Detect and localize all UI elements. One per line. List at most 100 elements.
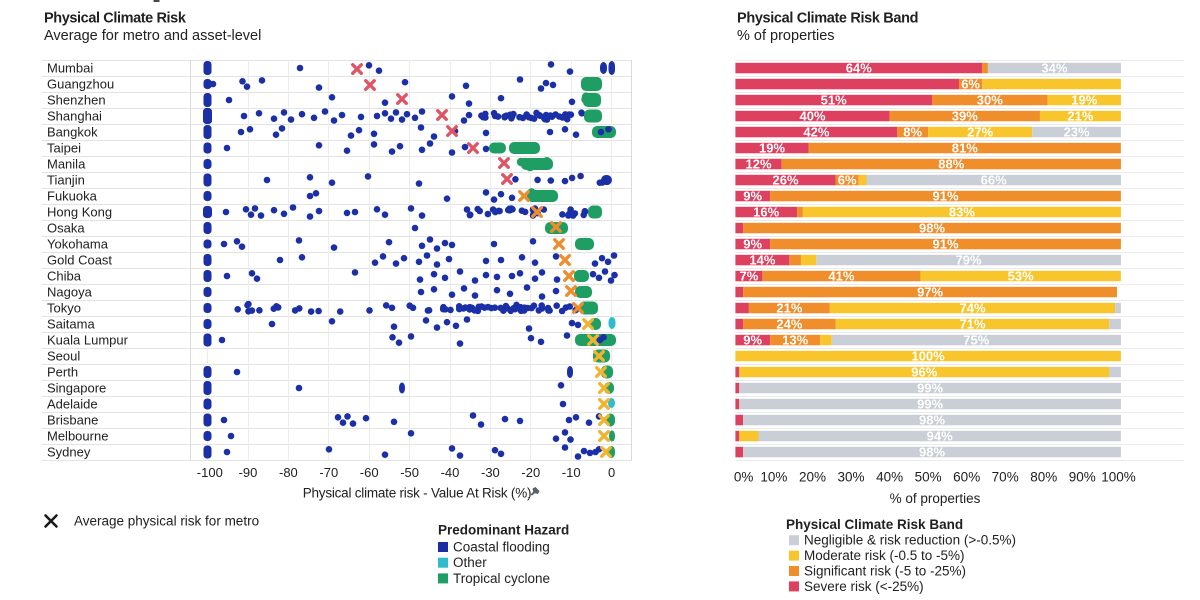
svg-text:Manila: Manila: [47, 157, 86, 172]
svg-text:9%: 9%: [743, 189, 762, 204]
svg-text:9%: 9%: [743, 333, 762, 348]
svg-text:Significant risk (-5 to -25%): Significant risk (-5 to -25%): [804, 564, 966, 579]
svg-text:19%: 19%: [759, 141, 785, 156]
svg-text:6%: 6%: [838, 173, 857, 188]
svg-text:26%: 26%: [772, 173, 798, 188]
svg-text:Kuala Lumpur: Kuala Lumpur: [47, 333, 129, 348]
svg-text:-50: -50: [400, 465, 419, 480]
svg-text:-10: -10: [562, 465, 581, 480]
svg-text:Singapore: Singapore: [47, 381, 106, 396]
svg-text:Perth: Perth: [47, 365, 78, 380]
svg-text:94%: 94%: [927, 429, 953, 444]
svg-text:23%: 23%: [1064, 125, 1090, 140]
svg-text:100%: 100%: [1101, 470, 1136, 485]
svg-text:Yokohama: Yokohama: [47, 237, 109, 252]
svg-text:98%: 98%: [919, 221, 945, 236]
svg-text:21%: 21%: [1067, 109, 1093, 124]
svg-text:Hong Kong: Hong Kong: [47, 205, 112, 220]
svg-text:24%: 24%: [776, 317, 802, 332]
svg-text:6%: 6%: [961, 77, 980, 92]
svg-text:16%: 16%: [753, 205, 779, 220]
svg-text:12%: 12%: [745, 157, 771, 172]
svg-text:88%: 88%: [938, 157, 964, 172]
svg-text:Sydney: Sydney: [47, 445, 91, 460]
svg-text:21%: 21%: [776, 301, 802, 316]
svg-text:7%: 7%: [740, 269, 759, 284]
svg-text:20%: 20%: [799, 470, 826, 485]
svg-text:% of properties: % of properties: [890, 491, 981, 506]
svg-text:Tokyo: Tokyo: [47, 301, 81, 316]
svg-text:14%: 14%: [749, 253, 775, 268]
svg-text:-20: -20: [521, 465, 540, 480]
svg-text:41%: 41%: [828, 269, 854, 284]
svg-text:71%: 71%: [959, 317, 985, 332]
svg-text:13%: 13%: [782, 333, 808, 348]
svg-text:9%: 9%: [743, 237, 762, 252]
svg-text:100%: 100%: [911, 349, 945, 364]
svg-text:0: 0: [608, 465, 615, 480]
svg-text:Average for metro and asset-le: Average for metro and asset-level: [44, 28, 261, 44]
svg-text:-80: -80: [279, 465, 298, 480]
svg-text:-90: -90: [239, 465, 258, 480]
svg-text:51%: 51%: [821, 93, 847, 108]
svg-text:Adelaide: Adelaide: [47, 397, 98, 412]
svg-text:Moderate risk (-0.5 to -5%): Moderate risk (-0.5 to -5%): [804, 548, 965, 563]
svg-text:75%: 75%: [963, 333, 989, 348]
svg-text:Chiba: Chiba: [47, 269, 82, 284]
svg-text:66%: 66%: [981, 173, 1007, 188]
svg-text:Nagoya: Nagoya: [47, 285, 93, 300]
svg-text:Severe risk (<-25%): Severe risk (<-25%): [804, 579, 924, 594]
svg-text:% of properties: % of properties: [737, 28, 835, 44]
svg-text:Shenzhen: Shenzhen: [47, 93, 106, 108]
svg-text:83%: 83%: [949, 205, 975, 220]
svg-text:-100: -100: [197, 465, 223, 480]
svg-text:Coastal flooding: Coastal flooding: [453, 540, 550, 555]
svg-text:91%: 91%: [932, 189, 958, 204]
svg-text:34%: 34%: [1041, 61, 1067, 76]
svg-text:Physical climate risk - Value: Physical climate risk - Value At Risk (%…: [303, 486, 532, 501]
svg-text:50%: 50%: [915, 470, 942, 485]
svg-text:98%: 98%: [919, 413, 945, 428]
svg-text:53%: 53%: [1008, 269, 1034, 284]
svg-text:74%: 74%: [959, 301, 985, 316]
svg-text:Tianjin: Tianjin: [47, 173, 85, 188]
svg-text:Melbourne: Melbourne: [47, 429, 108, 444]
svg-text:Osaka: Osaka: [47, 221, 85, 236]
svg-text:70%: 70%: [992, 470, 1019, 485]
svg-text:Seoul: Seoul: [47, 349, 80, 364]
svg-text:91%: 91%: [932, 237, 958, 252]
svg-text:10%: 10%: [760, 470, 787, 485]
svg-text:97%: 97%: [917, 285, 943, 300]
svg-text:Physical Climate Risk Band: Physical Climate Risk Band: [786, 517, 963, 532]
svg-text:80%: 80%: [1030, 470, 1057, 485]
svg-text:-70: -70: [319, 465, 338, 480]
svg-text:0%: 0%: [734, 470, 754, 485]
svg-text:40%: 40%: [876, 470, 903, 485]
svg-text:39%: 39%: [952, 109, 978, 124]
svg-text:Physical Climate Risk Band: Physical Climate Risk Band: [737, 11, 918, 27]
svg-text:Gold Coast: Gold Coast: [47, 253, 112, 268]
svg-text:Negligible & risk reduction (>: Negligible & risk reduction (>-0.5%): [804, 533, 1016, 548]
svg-text:Brisbane: Brisbane: [47, 413, 98, 428]
svg-text:8%: 8%: [903, 125, 922, 140]
svg-text:Physical Climate Risk: Physical Climate Risk: [44, 11, 187, 27]
svg-text:Other: Other: [453, 555, 487, 570]
svg-text:Shanghai: Shanghai: [47, 109, 102, 124]
svg-text:98%: 98%: [919, 445, 945, 460]
svg-text:42%: 42%: [803, 125, 829, 140]
svg-text:64%: 64%: [846, 61, 872, 76]
svg-text:Bangkok: Bangkok: [47, 125, 98, 140]
svg-text:99%: 99%: [917, 381, 943, 396]
svg-text:96%: 96%: [911, 365, 937, 380]
svg-text:40%: 40%: [799, 109, 825, 124]
svg-text:30%: 30%: [977, 93, 1003, 108]
svg-text:-30: -30: [481, 465, 500, 480]
svg-text:79%: 79%: [956, 253, 982, 268]
svg-text:99%: 99%: [917, 397, 943, 412]
svg-text:60%: 60%: [953, 470, 980, 485]
svg-text:-60: -60: [360, 465, 379, 480]
svg-text:Average physical risk for metr: Average physical risk for metro: [74, 514, 259, 529]
svg-text:81%: 81%: [952, 141, 978, 156]
svg-text:Guangzhou: Guangzhou: [47, 77, 114, 92]
svg-text:Taipei: Taipei: [47, 141, 81, 156]
